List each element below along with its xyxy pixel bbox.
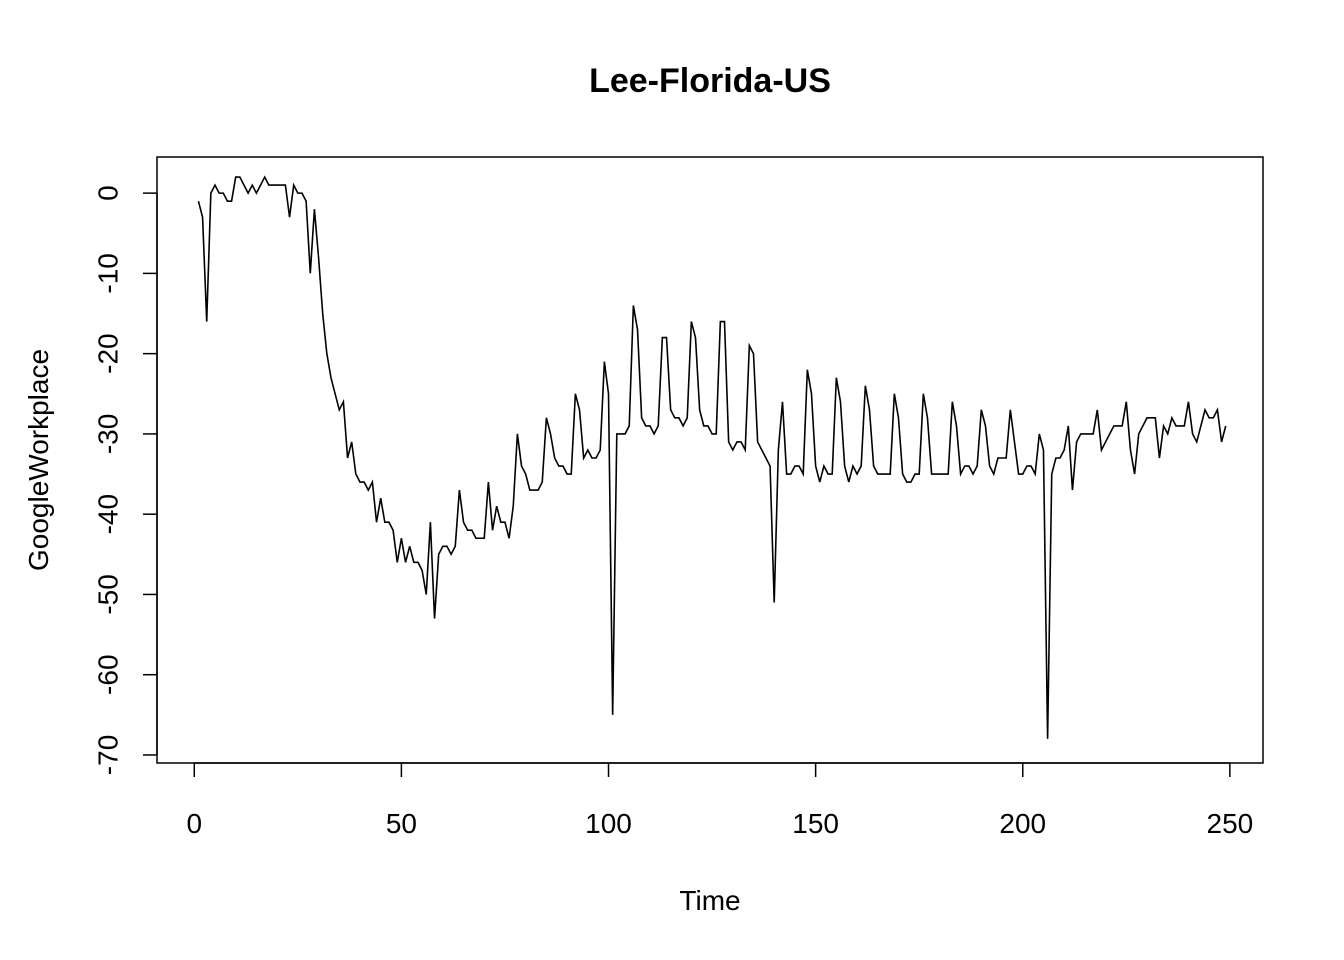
x-axis: 0 50 100 150 200 250 [186,762,1254,839]
y-tick-label: 0 [92,185,123,201]
x-tick-label: 150 [792,808,839,839]
x-tick-label: 200 [999,808,1046,839]
y-axis: 0 -10 -20 -30 -40 -50 -60 -70 [92,185,158,775]
y-axis-label: GoogleWorkplace [23,349,54,571]
y-tick-label: -50 [92,574,123,614]
x-tick-label: 50 [386,808,417,839]
y-tick-label: -20 [92,333,123,373]
x-axis-label: Time [679,885,740,916]
y-tick-label: -60 [92,654,123,694]
x-tick-label: 250 [1207,808,1254,839]
x-tick-label: 0 [186,808,202,839]
y-tick-label: -30 [92,414,123,454]
x-tick-label: 100 [585,808,632,839]
series-layer [197,175,1227,739]
series-line-1 [197,175,1227,739]
y-tick-label: -70 [92,735,123,775]
plot-frame [156,156,1264,764]
chart-title: Lee-Florida-US [589,62,831,100]
y-tick-label: -40 [92,494,123,534]
y-tick-label: -10 [92,253,123,293]
